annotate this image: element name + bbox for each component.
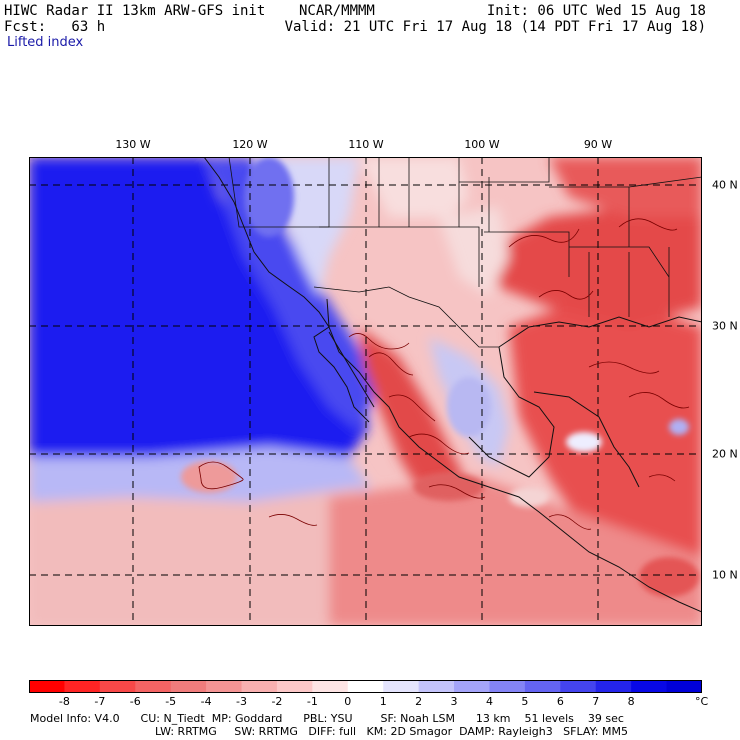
lat-label-20n: 20 N: [712, 447, 738, 461]
coastlines: [203, 157, 702, 613]
colorbar-swatch: [276, 680, 313, 693]
colorbar-swatch: [489, 680, 526, 693]
field-name: Lifted index: [7, 35, 84, 50]
colorbar-tick-label: -3: [236, 695, 247, 708]
colorbar-tick-label: 3: [450, 695, 458, 708]
colorbar-swatch: [170, 680, 207, 693]
colorbar-tick-label: -1: [306, 695, 318, 708]
colorbar-swatch: [524, 680, 561, 693]
model-info-line2: LW: RRTMG SW: RRTMG DIFF: full KM: 2D Sm…: [155, 725, 628, 738]
model-title: HIWC Radar II 13km ARW-GFS init NCAR/MMM…: [4, 3, 375, 19]
colorbar-tick-label: -2: [271, 695, 283, 708]
lon-label-100w: 100 W: [464, 138, 500, 151]
colorbar-swatch: [312, 680, 349, 693]
colorbar-swatch: [99, 680, 136, 693]
colorbar: [29, 680, 702, 693]
forecast-hour: Fcst: 63 h: [4, 19, 106, 35]
colorbar-tick-label: 5: [521, 695, 529, 708]
colorbar-swatch: [241, 680, 278, 693]
colorbar-tick-label: 2: [415, 695, 423, 708]
colorbar-swatch: [29, 680, 65, 693]
colorbar-swatch: [347, 680, 384, 693]
lon-label-120w: 120 W: [232, 138, 268, 151]
colorbar-tick-label: 1: [379, 695, 387, 708]
colorbar-tick-label: -7: [94, 695, 106, 708]
colorbar-tick-label: 8: [627, 695, 635, 708]
colorbar-tick-label: -6: [129, 695, 141, 708]
colorbar-swatch: [383, 680, 420, 693]
colorbar-swatch: [560, 680, 597, 693]
colorbar-frame: [29, 680, 702, 693]
lon-label-110w: 110 W: [348, 138, 384, 151]
colorbar-tick-label: 7: [592, 695, 600, 708]
colorbar-swatch: [206, 680, 243, 693]
colorbar-swatch: [418, 680, 455, 693]
colorbar-swatch: [595, 680, 632, 693]
colorbar-swatch: [666, 680, 702, 693]
li-contours: [198, 218, 690, 530]
colorbar-unit: °C: [695, 695, 709, 708]
colorbar-swatch: [135, 680, 172, 693]
colorbar-tick-label: 0: [344, 695, 352, 708]
shading-detail: [181, 157, 699, 597]
lifted-index-map: [29, 157, 702, 626]
colorbar-swatch: [64, 680, 101, 693]
colorbar-swatch: [631, 680, 668, 693]
lat-label-40n: 40 N: [712, 178, 738, 192]
lat-label-10n: 10 N: [712, 568, 738, 582]
graticule: [29, 157, 702, 626]
valid-time: Valid: 21 UTC Fri 17 Aug 18 (14 PDT Fri …: [284, 19, 706, 35]
colorbar-tick-label: 6: [556, 695, 564, 708]
init-time: Init: 06 UTC Wed 15 Aug 18: [486, 3, 706, 19]
map-frame: [29, 157, 702, 626]
colorbar-tick-label: -5: [165, 695, 177, 708]
political-borders: [228, 157, 702, 348]
colorbar-tick-label: -8: [58, 695, 70, 708]
colorbar-tick-label: 4: [485, 695, 493, 708]
lon-label-130w: 130 W: [115, 138, 151, 151]
lon-label-90w: 90 W: [583, 138, 613, 151]
model-info-line1: Model Info: V4.0 CU: N_Tiedt MP: Goddard…: [30, 712, 624, 725]
lat-label-30n: 30 N: [712, 319, 738, 333]
colorbar-tick-label: -4: [200, 695, 212, 708]
colorbar-swatch: [454, 680, 490, 693]
